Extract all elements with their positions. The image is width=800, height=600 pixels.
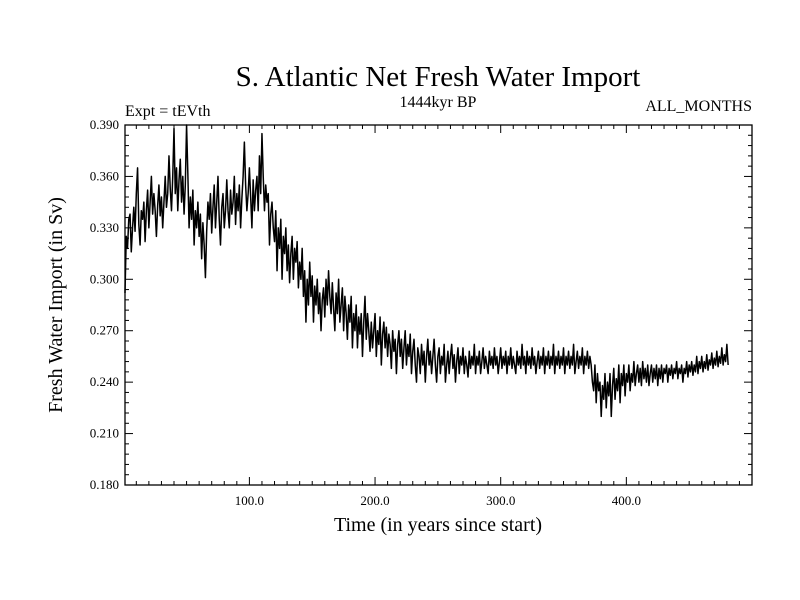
y-tick-label: 0.210 xyxy=(90,426,119,441)
subtitle-period: 1444kyr BP xyxy=(400,94,477,111)
y-tick-label: 0.240 xyxy=(90,374,119,389)
y-tick-label: 0.330 xyxy=(90,220,119,235)
series-layer xyxy=(124,124,729,418)
x-tick-label: 200.0 xyxy=(360,493,389,508)
x-axis-ticks: 100.0 200.0 300.0 400.0 xyxy=(135,125,740,508)
x-tick-label: 100.0 xyxy=(235,493,264,508)
plot-frame xyxy=(124,124,753,486)
series-line xyxy=(124,124,729,418)
x-axis-label: Time (in years since start) xyxy=(334,514,542,536)
x-tick-label: 300.0 xyxy=(486,493,515,508)
y-tick-label: 0.390 xyxy=(90,117,119,132)
y-axis-ticks: 0.180 0.210 0.240 0.270 0.300 0.330 0.360 0.390 xyxy=(90,117,752,492)
y-tick-label: 0.300 xyxy=(90,271,119,286)
subtitle-months: ALL_MONTHS xyxy=(645,98,752,115)
y-tick-label: 0.360 xyxy=(90,168,119,183)
subtitle-experiment: Expt = tEVth xyxy=(125,103,210,120)
chart-title: S. Atlantic Net Fresh Water Import xyxy=(236,61,641,93)
x-tick-label: 400.0 xyxy=(612,493,641,508)
y-tick-label: 0.180 xyxy=(90,477,119,492)
y-axis-label: Fresh Water Import (in Sv) xyxy=(45,197,67,413)
y-tick-label: 0.270 xyxy=(90,323,119,338)
